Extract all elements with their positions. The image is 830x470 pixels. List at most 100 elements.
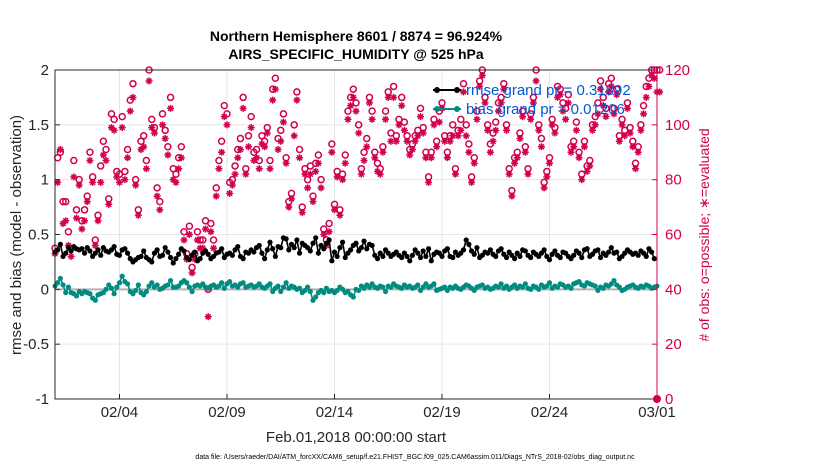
obs-evaluated-point-217 (634, 148, 642, 156)
obs-evaluated-point-164 (492, 126, 500, 134)
rmse-point-1 (55, 247, 61, 253)
rmse-point-84 (278, 245, 284, 251)
obs-evaluated-point-41 (161, 135, 169, 143)
obs-evaluated-stroke-217-3 (635, 149, 642, 156)
bias-point-65 (227, 279, 233, 285)
obs-evaluated-stroke-96-3 (310, 198, 316, 205)
obs-evaluated-point-158 (476, 82, 484, 90)
rmse-point-6 (68, 248, 74, 254)
obs-evaluated-point-174 (519, 113, 527, 121)
obs-possible-point-43 (166, 93, 175, 102)
obs-evaluated-stroke-177-3 (527, 116, 534, 123)
obs-evaluated-point-156 (470, 159, 478, 167)
y-right-tick-label-3: 60 (665, 227, 682, 244)
bias-point-94 (305, 284, 311, 290)
obs-evaluated-point-113 (355, 129, 363, 137)
obs-possible-point-72 (244, 132, 253, 140)
legend-rmse-marker-1 (434, 87, 440, 93)
obs-possible-point-116 (363, 134, 371, 143)
rmse-point-32 (138, 253, 144, 260)
obs-evaluated-point-16 (94, 217, 102, 225)
obs-evaluated-stroke-189-3 (559, 108, 566, 115)
y-tick-label-0: -1 (36, 391, 49, 408)
obs-evaluated-point-71 (242, 170, 250, 178)
x-tick-label-3: 02/19 (423, 404, 461, 421)
obs-evaluated-stroke-161-3 (484, 127, 491, 134)
bias-point-36 (149, 280, 155, 286)
rmse-point-24 (116, 252, 123, 258)
obs-evaluated-stroke-173-3 (516, 135, 523, 142)
obs-evaluated-stroke-113-3 (355, 130, 362, 137)
obs-evaluated-point-142 (433, 143, 441, 151)
obs-evaluated-stroke-216-3 (632, 165, 639, 172)
obs-evaluated-stroke-59-3 (210, 245, 217, 252)
obs-evaluated-point-163 (489, 137, 497, 145)
rmse-point-173 (517, 253, 523, 260)
obs-evaluated-stroke-8-3 (73, 215, 80, 222)
obs-evaluated-point-31 (134, 211, 142, 219)
obs-evaluated-point-97 (312, 167, 320, 175)
obs-evaluated-point-169 (505, 170, 513, 178)
obs-evaluated-stroke-108-3 (342, 160, 349, 167)
obs-evaluated-point-184 (546, 159, 553, 167)
legend-bias-marker-2 (454, 106, 460, 112)
obs-evaluated-point-152 (460, 88, 467, 96)
obs-evaluated-point-182 (540, 184, 548, 192)
obs-possible-point-4 (62, 197, 70, 206)
obs-evaluated-point-111 (349, 93, 357, 101)
bias-point-208 (611, 277, 617, 284)
bias-point-100 (321, 290, 327, 296)
obs-evaluated-point-84 (277, 137, 285, 145)
obs-possible-point-85 (279, 110, 288, 118)
obs-evaluated-stroke-40-3 (159, 121, 166, 128)
rmse-point-188 (557, 254, 563, 261)
bias-point-34 (143, 288, 149, 295)
rmse-point-106 (337, 245, 343, 251)
obs-evaluated-stroke-10-3 (78, 226, 85, 232)
obs-evaluated-point-116 (363, 143, 371, 151)
bias-point-175 (522, 281, 528, 287)
bias-point-95 (307, 288, 313, 295)
obs-possible-point-26 (121, 167, 129, 176)
obs-evaluated-point-109 (344, 115, 352, 123)
obs-evaluated-stroke-87-3 (285, 204, 292, 211)
rmse-point-95 (307, 248, 313, 254)
obs-evaluated-stroke-25-3 (119, 124, 126, 131)
obs-evaluated-stroke-111-3 (350, 94, 357, 101)
obs-evaluated-stroke-203-3 (597, 86, 604, 93)
rmse-point-90 (294, 237, 300, 243)
obs-evaluated-stroke-18-3 (100, 152, 107, 158)
bias-point-49 (184, 280, 190, 286)
rmse-point-98 (315, 250, 321, 256)
obs-evaluated-point-181 (537, 143, 545, 151)
obs-evaluated-stroke-129-3 (398, 102, 405, 109)
obs-possible-point-17 (96, 162, 105, 170)
obs-evaluated-stroke-14-3 (89, 179, 96, 186)
obs-evaluated-point-40 (159, 121, 166, 129)
obs-evaluated-point-8 (73, 214, 80, 222)
rmse-point-184 (546, 257, 553, 263)
obs-evaluated-stroke-82-3 (272, 86, 279, 93)
obs-evaluated-stroke-84-3 (277, 138, 284, 145)
data-file-footnote: data file: /Users/raeder/DAI/ATM_forcXX/… (195, 454, 635, 461)
obs-evaluated-point-151 (457, 126, 465, 134)
obs-evaluated-stroke-127-3 (393, 138, 400, 145)
rmse-point-102 (326, 237, 332, 243)
obs-evaluated-point-218 (637, 126, 645, 134)
obs-evaluated-point-161 (484, 126, 492, 134)
obs-evaluated-point-94 (304, 184, 312, 192)
obs-evaluated-stroke-104-3 (331, 206, 338, 213)
obs-evaluated-point-176 (524, 170, 532, 178)
obs-evaluated-point-194 (572, 126, 580, 134)
obs-evaluated-point-65 (226, 189, 234, 197)
rmse-point-139 (425, 246, 432, 252)
bias-point-50 (186, 284, 192, 290)
obs-evaluated-stroke-205-3 (602, 113, 609, 120)
obs-possible-point-18 (99, 137, 108, 146)
obs-possible-point-152 (459, 79, 468, 88)
rmse-point-97 (313, 235, 319, 241)
obs-evaluated-stroke-122-3 (379, 149, 386, 156)
obs-possible-point-91 (295, 145, 304, 154)
obs-evaluated-stroke-92-3 (299, 209, 306, 216)
obs-evaluated-point-188 (556, 91, 564, 99)
